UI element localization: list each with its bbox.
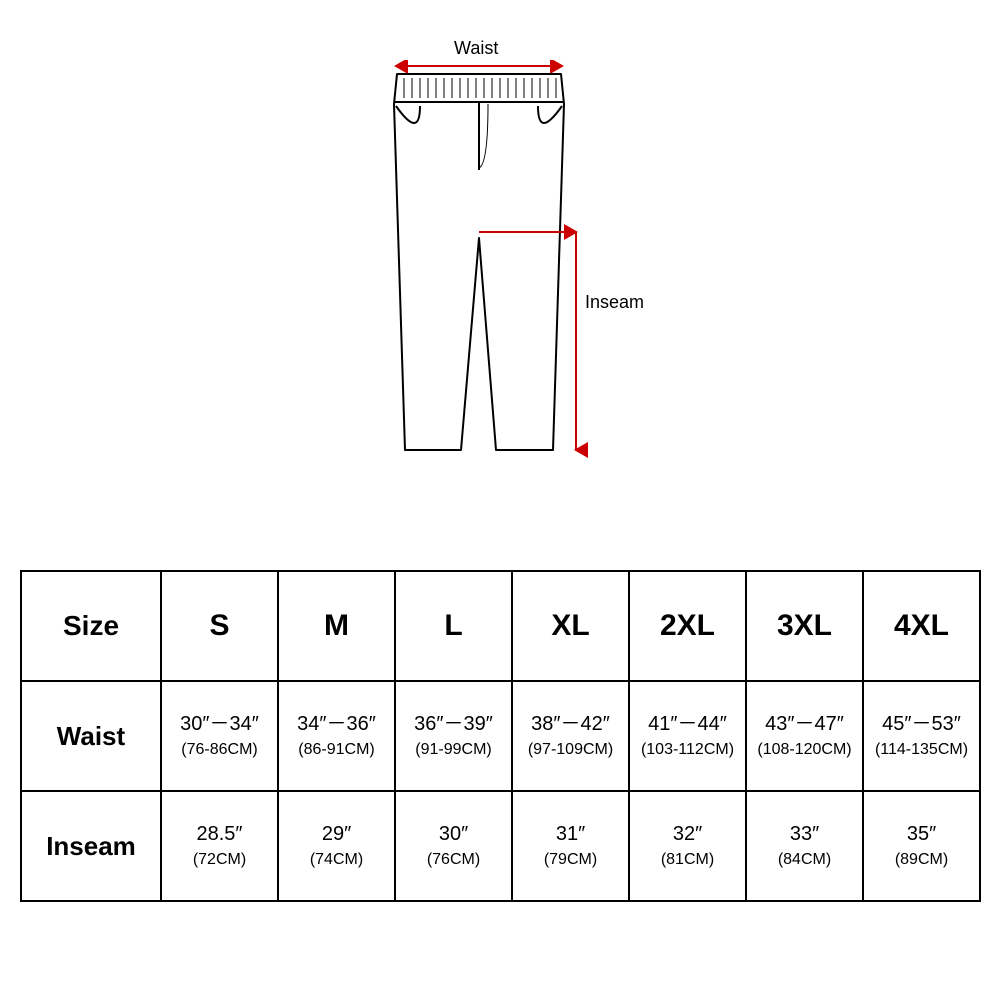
header-4xl: 4XL: [863, 571, 980, 681]
cell: 30″－34″(76-86CM): [161, 681, 278, 791]
cell: 43″－47″(108-120CM): [746, 681, 863, 791]
cell: 38″－42″(97-109CM): [512, 681, 629, 791]
cell: 29″(74CM): [278, 791, 395, 901]
pants-svg: [350, 60, 650, 480]
pants-outline: [394, 74, 564, 450]
cell: 45″－53″(114-135CM): [863, 681, 980, 791]
row-label-inseam: Inseam: [21, 791, 161, 901]
cell: 36″－39″(91-99CM): [395, 681, 512, 791]
table-row-inseam: Inseam 28.5″(72CM) 29″(74CM) 30″(76CM) 3…: [21, 791, 980, 901]
cell: 34″－36″(86-91CM): [278, 681, 395, 791]
waist-label: Waist: [454, 38, 498, 59]
header-size: Size: [21, 571, 161, 681]
header-xl: XL: [512, 571, 629, 681]
row-label-waist: Waist: [21, 681, 161, 791]
pants-diagram: Waist Inseam: [350, 60, 650, 480]
cell: 28.5″(72CM): [161, 791, 278, 901]
header-m: M: [278, 571, 395, 681]
size-table: Size S M L XL 2XL 3XL 4XL Waist 30″－34″(…: [20, 570, 981, 902]
cell: 30″(76CM): [395, 791, 512, 901]
table-row-waist: Waist 30″－34″(76-86CM) 34″－36″(86-91CM) …: [21, 681, 980, 791]
table-header-row: Size S M L XL 2XL 3XL 4XL: [21, 571, 980, 681]
header-l: L: [395, 571, 512, 681]
header-s: S: [161, 571, 278, 681]
cell: 41″－44″(103-112CM): [629, 681, 746, 791]
header-3xl: 3XL: [746, 571, 863, 681]
cell: 32″(81CM): [629, 791, 746, 901]
cell: 35″(89CM): [863, 791, 980, 901]
inseam-label: Inseam: [585, 292, 644, 313]
cell: 31″(79CM): [512, 791, 629, 901]
header-2xl: 2XL: [629, 571, 746, 681]
cell: 33″(84CM): [746, 791, 863, 901]
